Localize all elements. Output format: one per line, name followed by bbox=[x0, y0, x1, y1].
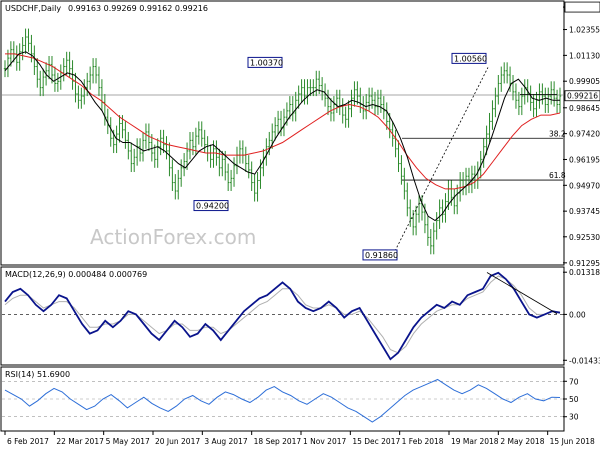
price-annotation-box bbox=[362, 249, 398, 261]
x-tick-label: 5 May 2017 bbox=[106, 437, 150, 446]
x-tick-label: 6 Feb 2017 bbox=[7, 437, 49, 446]
price-y-tick-label: 0.91295 bbox=[569, 259, 600, 268]
price-ohlc-header: 0.99163 0.99269 0.99162 0.99216 bbox=[68, 4, 208, 13]
price-panel-frame bbox=[0, 0, 565, 266]
price-y-tick-label: 0.98645 bbox=[569, 104, 600, 113]
macd-y-tick-label: 0.00 bbox=[569, 310, 586, 319]
x-tick-label: 1 Feb 2018 bbox=[402, 437, 444, 446]
sma-slow-line bbox=[5, 53, 561, 190]
macd-trend-line bbox=[486, 272, 558, 315]
price-y-tick-label: 0.96195 bbox=[569, 155, 600, 164]
macd-panel-frame bbox=[0, 266, 565, 366]
rsi-layer: 70 50 30 bbox=[2, 377, 579, 423]
rsi-y-tick-label: 30 bbox=[569, 413, 579, 422]
price-y-tick-label: 0.92530 bbox=[569, 233, 600, 242]
fib-level-label: 38.2 bbox=[549, 129, 566, 138]
x-tick-label: 18 Sep 2017 bbox=[254, 437, 302, 446]
price-y-tick-label: 0.93745 bbox=[569, 207, 600, 216]
x-tick-label: 15 Jun 2018 bbox=[550, 437, 595, 446]
macd-signal-line bbox=[4, 275, 561, 354]
macd-layer: 0.013184 0.00 -0.014339 bbox=[2, 268, 600, 365]
x-tick-label: 2 May 2018 bbox=[500, 437, 544, 446]
rsi-panel-frame bbox=[0, 366, 565, 432]
macd-line bbox=[4, 271, 561, 361]
macd-y-tick-label: -0.014339 bbox=[569, 356, 600, 365]
x-tick-label: 1 Nov 2017 bbox=[303, 437, 346, 446]
rsi-y-tick-label: 70 bbox=[569, 377, 579, 386]
price-y-tick-label: 0.99905 bbox=[569, 77, 600, 86]
price-annotation-label: 0.94200 bbox=[196, 202, 229, 211]
current-price-label: 0.99216 bbox=[567, 92, 598, 101]
rsi-y-tick-label: 50 bbox=[569, 395, 579, 404]
x-tick-label: 19 Mar 2018 bbox=[451, 437, 499, 446]
price-y-tick-label: 0.94970 bbox=[569, 181, 600, 190]
price-annotation-label: 0.91860 bbox=[365, 251, 398, 260]
x-tick-label: 20 Jun 2017 bbox=[155, 437, 200, 446]
x-tick-label: 15 Dec 2017 bbox=[352, 437, 400, 446]
sma-fast-line bbox=[4, 51, 560, 222]
price-layer: 1.034201.023551.011300.999050.986450.974… bbox=[2, 1, 600, 268]
macd-y-tick-label: 0.013184 bbox=[569, 268, 600, 277]
macd-title: MACD(12,26,9) 0.000484 0.000769 bbox=[5, 270, 147, 279]
price-title: USDCHF,Daily bbox=[5, 4, 61, 13]
x-tick-label: 3 Aug 2017 bbox=[204, 437, 247, 446]
price-y-tick-label: 1.01130 bbox=[569, 51, 600, 60]
rsi-title: RSI(14) 51.6900 bbox=[5, 370, 70, 379]
x-tick-label: 22 Mar 2017 bbox=[56, 437, 104, 446]
price-y-tick-label: 1.02355 bbox=[569, 26, 600, 35]
price-annotation-label: 1.00370 bbox=[250, 58, 283, 67]
current-price-box bbox=[564, 90, 600, 102]
price-y-tick-label: 0.97420 bbox=[569, 130, 600, 139]
price-annotation-box bbox=[193, 200, 229, 212]
price-annotation-label: 1.00560 bbox=[454, 54, 487, 63]
max-price-box bbox=[564, 1, 600, 13]
price-annotation-box bbox=[451, 52, 487, 64]
rsi-line bbox=[4, 378, 561, 423]
watermark: ActionForex.com bbox=[90, 225, 256, 249]
x-axis: 6 Feb 2017 22 Mar 2017 5 May 2017 20 Jun 20… bbox=[4, 431, 595, 446]
price-annotation-box bbox=[247, 56, 283, 68]
fib-level-label: 61.8 bbox=[549, 171, 566, 180]
